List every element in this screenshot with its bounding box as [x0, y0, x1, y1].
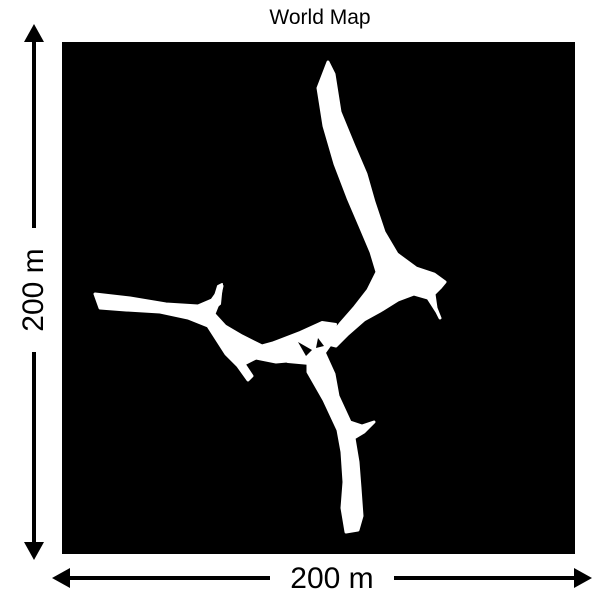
junction-noise	[298, 338, 324, 356]
occupancy-map	[93, 60, 447, 534]
width-label: 200 m	[270, 561, 394, 597]
south-corridor	[306, 338, 376, 534]
west-spur	[209, 283, 223, 313]
central-junction	[269, 321, 337, 365]
world-map[interactable]	[62, 42, 575, 554]
height-label: 200 m	[16, 228, 52, 352]
map-title: World Map	[269, 6, 371, 29]
west-corridor	[93, 284, 326, 382]
north-east-corridor	[316, 60, 447, 348]
